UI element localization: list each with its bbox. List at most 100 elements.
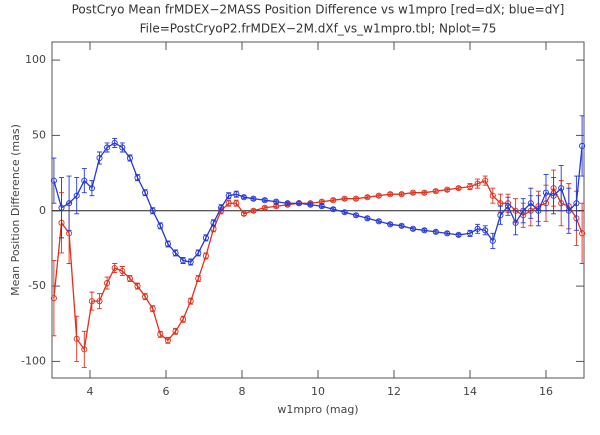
data-point [455,185,462,192]
error-bar [250,196,256,201]
error-bar [89,180,95,197]
data-point [579,230,586,237]
y-axis-label: Mean Position Difference (mas) [9,124,22,296]
data-point [387,221,394,228]
data-point [579,142,586,150]
error-bar [353,196,359,201]
data-point [142,293,149,300]
data-point [352,212,360,219]
error-bar [387,222,393,227]
data-point [542,189,550,196]
data-point [157,222,164,229]
data-point [225,200,232,207]
x-tick-label: 8 [239,385,246,398]
error-bar [444,187,450,192]
data-point [504,203,512,210]
data-point [195,249,202,256]
error-bar [520,198,526,224]
data-point [96,154,103,162]
chart-subtitle: File=PostCryoP2.frMDEX−2M.dXf_vs_w1mpro.… [140,22,497,36]
data-point [157,331,164,338]
data-point [50,177,57,184]
data-point [73,335,80,342]
data-point [104,280,111,287]
data-point [375,218,382,225]
error-bar [262,198,268,203]
error-bar [456,186,462,191]
error-bar [97,151,102,165]
data-point [444,186,451,193]
error-bar [399,192,405,197]
error-bar [74,177,80,215]
error-bar [444,231,450,236]
data-point [210,219,217,226]
data-point [550,192,557,199]
data-point [180,257,187,264]
y-tick-label: -100 [21,354,46,367]
error-bar [307,202,313,207]
error-bar [74,315,80,362]
y-tick-label: -50 [28,279,46,292]
error-bar [364,195,370,200]
data-point [250,207,257,214]
error-bar [330,207,336,212]
error-bar [497,205,503,225]
error-bar [410,190,416,195]
error-bar [433,229,439,234]
data-point [81,346,88,353]
data-point [96,298,103,305]
data-point [421,227,428,234]
chart-title: PostCryo Mean frMDEX−2MASS Position Diff… [72,3,565,17]
data-point [352,195,360,202]
error-bar [490,232,496,249]
data-point [489,192,496,199]
error-bar [330,198,336,203]
error-bar [421,190,427,195]
data-point [466,183,474,190]
data-point [512,219,519,226]
data-point [233,200,240,207]
data-point [240,210,247,217]
error-bar [490,187,496,204]
data-point [126,154,133,162]
data-point [421,189,428,196]
error-bar [579,115,585,177]
data-point [273,198,280,205]
data-point [284,200,291,207]
x-tick-label: 16 [539,385,553,398]
data-point [134,283,141,290]
error-bar [399,223,405,228]
error-bar [342,196,348,201]
error-bar [81,330,87,368]
x-axis-label: w1mpro (mag) [277,403,358,416]
data-point [88,298,95,305]
data-point [202,234,209,241]
y-tick-label: 100 [25,53,46,66]
error-bar [51,157,57,204]
data-point [364,194,371,201]
error-bar [456,232,462,237]
data-point [126,275,133,282]
error-bar [410,226,416,231]
error-bar [89,291,95,311]
data-point [233,191,240,198]
error-bar [66,175,72,231]
y-tick-label: 50 [32,128,46,141]
error-bar [59,177,64,239]
data-point [50,295,57,302]
data-point [527,200,534,207]
error-bar [376,193,382,198]
data-point [218,204,225,211]
data-point [474,225,481,232]
error-bar [551,177,557,215]
data-point [341,209,348,216]
data-point [225,192,232,199]
error-bar [558,165,564,212]
error-bar [364,216,370,221]
error-bar [421,228,427,233]
data-point [180,316,187,323]
data-point [119,267,126,275]
error-bar [112,137,118,148]
data-point [482,177,489,184]
